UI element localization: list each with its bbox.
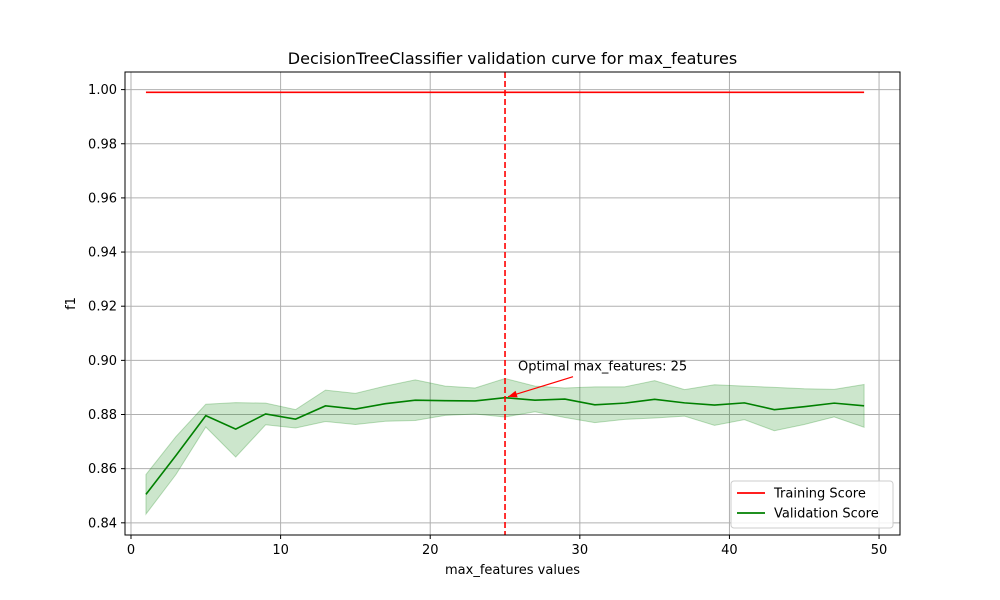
validation-score-band (145, 377, 865, 516)
validation-band (145, 377, 865, 516)
y-tick-label: 0.96 (88, 191, 117, 206)
x-tick-label: 40 (721, 543, 738, 558)
y-tick-label: 0.90 (88, 354, 117, 369)
optimal-marker: Optimal max_features: 25 (504, 72, 687, 535)
plot-frame (124, 71, 901, 536)
optimal-annotation: Optimal max_features: 25 (518, 360, 687, 375)
x-tick-label: 10 (272, 543, 289, 558)
x-axis-label: max_features values (445, 563, 580, 578)
x-axis-ticks: 0 10 20 30 40 50 (127, 535, 887, 558)
chart-title: DecisionTreeClassifier validation curve … (288, 49, 737, 69)
legend-label: Validation Score (774, 507, 879, 522)
annotation-arrowhead (508, 390, 518, 398)
y-tick-label: 1.00 (88, 83, 117, 98)
y-axis-label: f1 (64, 297, 79, 310)
x-tick-label: 30 (572, 543, 589, 558)
y-tick-label: 0.88 (88, 408, 117, 423)
y-tick-label: 0.86 (88, 462, 117, 477)
y-tick-label: 0.92 (88, 300, 117, 315)
annotation-arrow (507, 376, 574, 398)
x-tick-label: 50 (871, 543, 888, 558)
x-tick-label: 20 (422, 543, 439, 558)
x-tick-label: 0 (127, 543, 135, 558)
grid (125, 72, 900, 535)
y-axis-ticks: 0.84 0.86 0.88 0.90 0.92 0.94 0.96 0.98 1.00 (88, 83, 125, 531)
legend-label: Training Score (773, 487, 866, 502)
y-tick-label: 0.84 (88, 516, 117, 531)
y-tick-label: 0.94 (88, 246, 117, 261)
y-tick-label: 0.98 (88, 137, 117, 152)
legend: Training Score Validation Score (730, 480, 894, 529)
legend-box (730, 480, 894, 529)
